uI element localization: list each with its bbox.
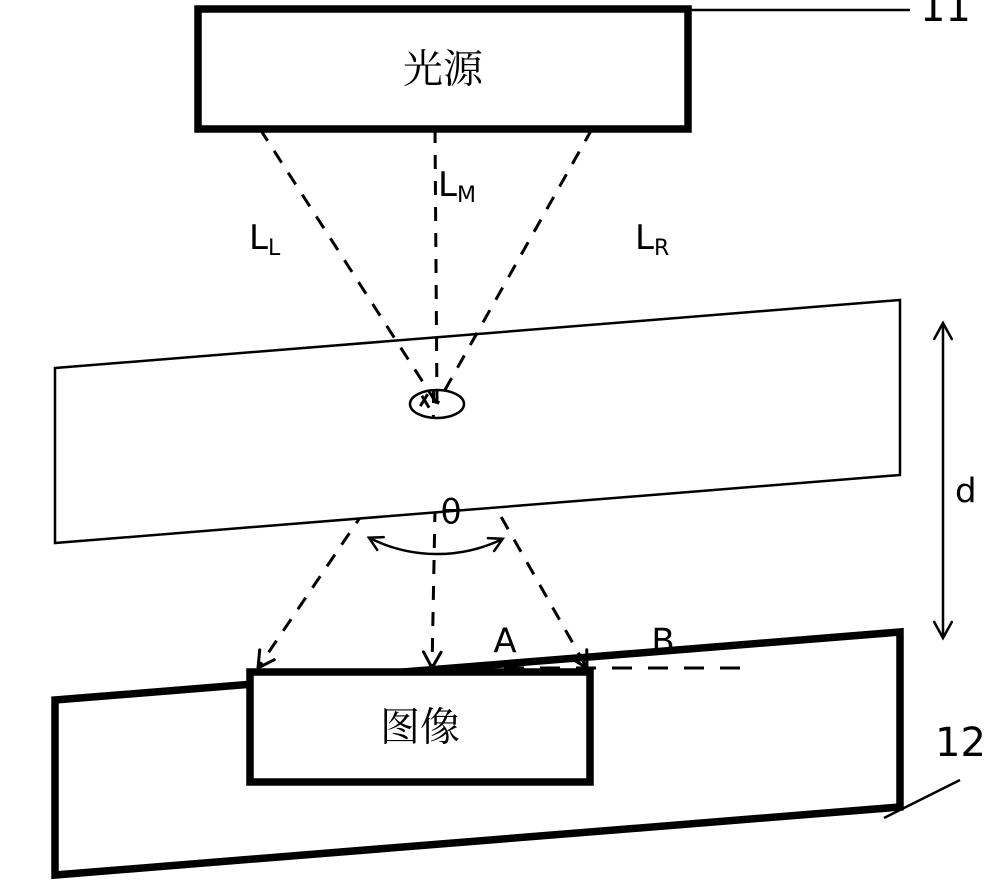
label-LM: LM: [438, 165, 476, 209]
label-LL: LL: [249, 218, 281, 262]
callout-11-text: 11: [920, 0, 971, 31]
svg-text:LL: LL: [249, 218, 281, 262]
label-B: B: [651, 622, 674, 662]
lens-plane: [55, 300, 900, 543]
source-box-label: 光源: [403, 37, 484, 94]
diagram-svg: θ A B 图像 光源 11 12 LL LM LR d: [0, 0, 1000, 881]
svg-text:LM: LM: [438, 165, 476, 209]
label-LR: LR: [635, 218, 669, 262]
diagram-stage: θ A B 图像 光源 11 12 LL LM LR d: [0, 0, 1000, 881]
svg-text:LR: LR: [635, 218, 669, 262]
theta-label: θ: [441, 493, 462, 533]
label-A: A: [493, 622, 516, 662]
image-box-label: 图像: [380, 695, 460, 752]
distance-d-label: d: [955, 472, 977, 512]
callout-12-text: 12: [935, 720, 986, 766]
